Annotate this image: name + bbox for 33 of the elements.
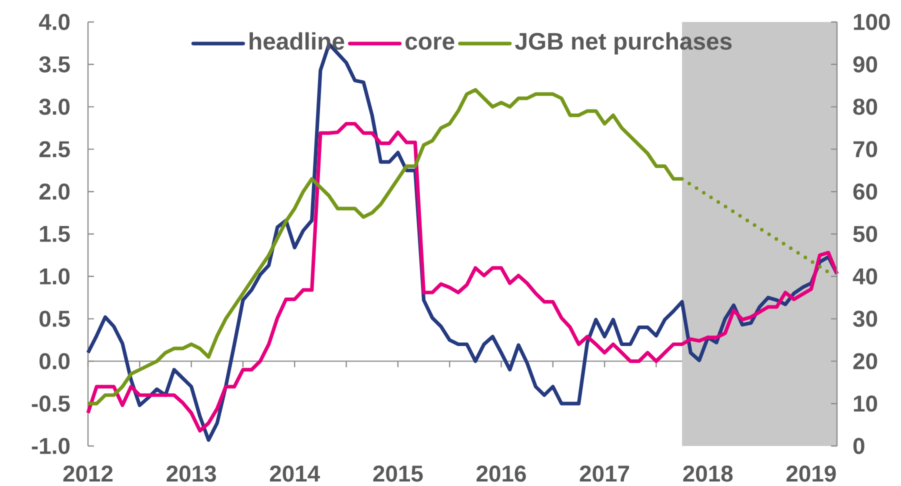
y2-tick-label: 70 [854,141,878,158]
legend-label: headline [250,32,344,50]
legend-label: core [406,36,454,50]
x-tick-label: 2015 [373,466,423,482]
y2-tick-label: 60 [853,183,878,200]
y-tick-label: -1.0 [32,438,70,454]
y2-tick-label: 90 [853,56,878,73]
y2-tick-label: 0 [853,438,864,454]
y2-tick-label: 20 [853,353,878,370]
y2-tick-label: 40 [852,268,878,285]
y-tick-label: -0.5 [32,395,70,412]
x-tick-label: 2017 [580,466,630,482]
y-tick-label: 2.5 [39,141,70,158]
y-tick-label: 1.5 [40,226,70,242]
y-tick-label: 3.0 [39,98,70,115]
legend-label: JGB net purchases [515,32,732,55]
y-tick-label: 0.5 [40,310,70,327]
y2-tick-label: 80 [853,98,878,115]
y-tick-label: 2.0 [39,183,70,200]
y2-tick-label: 10 [854,395,878,412]
x-tick-label: 2016 [476,466,526,482]
x-tick-label: 2019 [786,466,836,482]
y-tick-label: 3.5 [39,56,70,73]
y2-tick-label: 30 [853,310,878,327]
x-tick-label: 2018 [683,466,733,482]
x-tick-label: 2013 [166,466,216,482]
y-tick-label: 1.0 [40,268,70,285]
y-tick-label: 0.0 [40,353,70,370]
x-tick-label: 2014 [270,466,320,482]
x-tick-label: 2012 [63,466,113,482]
y-tick-label: 4.0 [38,14,70,30]
y2-tick-label: 100 [854,14,890,30]
y2-tick-label: 50 [853,226,878,242]
